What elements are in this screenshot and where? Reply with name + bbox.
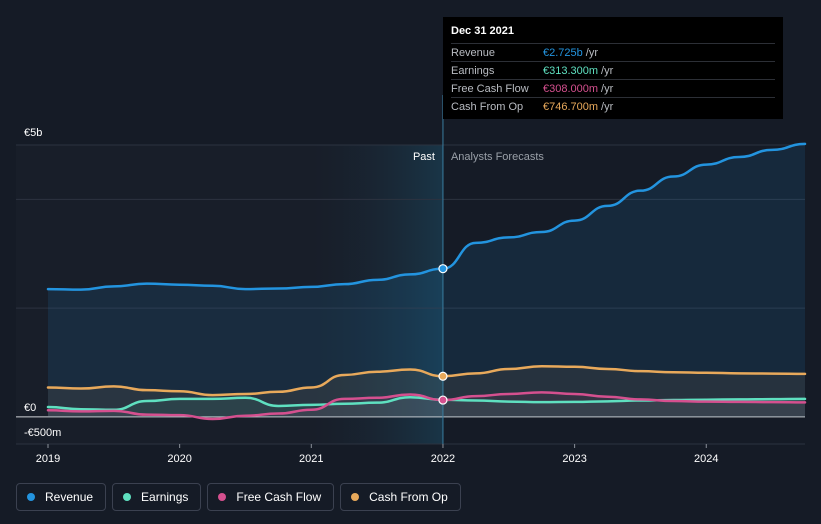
legend: Revenue Earnings Free Cash Flow Cash Fro… bbox=[16, 483, 461, 511]
legend-dot-icon bbox=[351, 493, 360, 501]
legend-dot-icon bbox=[123, 493, 132, 501]
legend-dot-icon bbox=[218, 493, 227, 501]
legend-item-earnings[interactable]: Earnings bbox=[112, 483, 202, 511]
revenue-line bbox=[46, 142, 807, 291]
tooltip-row-label: Free Cash Flow bbox=[451, 82, 529, 95]
tooltip-row-revenue: Revenue €2.725b /yr bbox=[451, 43, 775, 61]
legend-label: Revenue bbox=[45, 490, 94, 504]
tooltip-row-value: €2.725b bbox=[543, 46, 583, 59]
fcf-area bbox=[48, 392, 805, 419]
legend-label: Free Cash Flow bbox=[236, 490, 322, 504]
legend-dot-icon bbox=[27, 493, 35, 501]
x-tick-label: 2021 bbox=[299, 453, 323, 465]
y-axis-zero-label: €0 bbox=[24, 402, 36, 414]
tooltip-row-value: €313.300m bbox=[543, 64, 599, 77]
cfo-line bbox=[46, 365, 807, 397]
tooltip-row-value: €746.700m bbox=[543, 100, 599, 113]
x-tick-label: 2022 bbox=[431, 453, 455, 465]
tooltip-row-unit: /yr bbox=[585, 46, 598, 59]
revenue-area bbox=[48, 143, 805, 417]
x-tick-label: 2019 bbox=[36, 453, 60, 465]
legend-item-fcf[interactable]: Free Cash Flow bbox=[207, 483, 335, 511]
fcf-marker bbox=[438, 395, 448, 405]
tooltip-row-label: Cash From Op bbox=[451, 100, 524, 113]
tooltip-row-value: €308.000m bbox=[543, 82, 599, 95]
past-shaded-region bbox=[311, 145, 443, 444]
series-areas bbox=[48, 143, 805, 419]
y-axis-max-label: €5b bbox=[24, 127, 42, 139]
legend-item-revenue[interactable]: Revenue bbox=[16, 483, 107, 511]
x-axis-ticks: 2019 2020 2021 2022 2023 2024 bbox=[36, 444, 719, 465]
fcf-line bbox=[46, 391, 807, 421]
cfo-area bbox=[48, 366, 805, 417]
tooltip-row-cfo: Cash From Op €746.700m /yr bbox=[451, 97, 775, 115]
tooltip-row-fcf: Free Cash Flow €308.000m /yr bbox=[451, 79, 775, 97]
x-tick-label: 2023 bbox=[562, 453, 586, 465]
grid-lines bbox=[16, 144, 805, 445]
forecast-label: Analysts Forecasts bbox=[451, 151, 544, 163]
hover-markers bbox=[438, 264, 448, 405]
x-tick-label: 2024 bbox=[694, 453, 718, 465]
tooltip-row-unit: /yr bbox=[601, 100, 614, 113]
tooltip-row-label: Revenue bbox=[451, 46, 496, 59]
legend-item-cfo[interactable]: Cash From Op bbox=[340, 483, 461, 511]
y-axis-min-label: -€500m bbox=[24, 427, 61, 439]
cfo-marker bbox=[438, 371, 448, 381]
tooltip-row-earnings: Earnings €313.300m /yr bbox=[451, 61, 775, 79]
legend-label: Earnings bbox=[141, 490, 189, 504]
revenue-marker bbox=[438, 264, 448, 274]
series-lines bbox=[46, 142, 807, 421]
tooltip: Dec 31 2021 Revenue €2.725b /yr Earnings… bbox=[443, 17, 783, 119]
legend-label: Cash From Op bbox=[369, 490, 448, 504]
tooltip-row-unit: /yr bbox=[601, 64, 614, 77]
tooltip-row-label: Earnings bbox=[451, 64, 495, 77]
past-label: Past bbox=[413, 151, 435, 163]
tooltip-date: Dec 31 2021 bbox=[451, 25, 514, 37]
x-tick-label: 2020 bbox=[167, 453, 191, 465]
tooltip-row-unit: /yr bbox=[601, 82, 614, 95]
